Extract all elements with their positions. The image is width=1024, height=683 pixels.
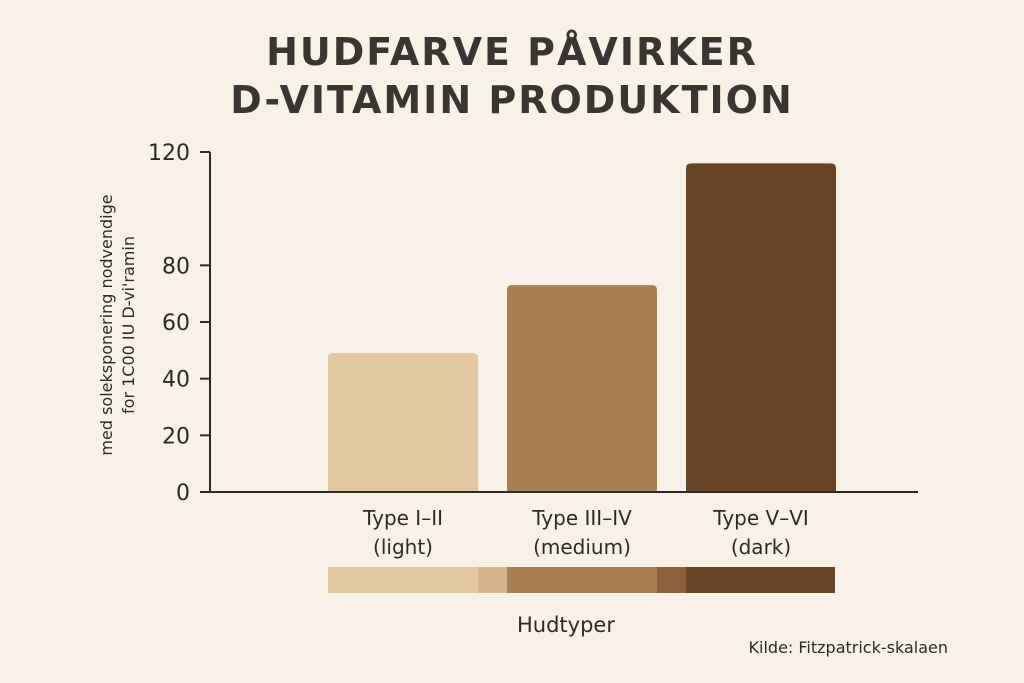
category-label: (dark) — [731, 535, 791, 559]
category-labels: Type I–II (light) Type III–IV (medium) Type … — [362, 506, 809, 559]
swatch-segment — [686, 567, 835, 593]
source-note: Kilde: Fitzpatrick-skalaen — [748, 638, 948, 657]
bars — [328, 163, 836, 493]
swatch-segment — [507, 567, 657, 593]
swatch-segment — [657, 567, 686, 593]
y-tick-label: 60 — [162, 311, 190, 336]
bar — [686, 163, 836, 493]
category-label: Type III–IV — [531, 506, 632, 530]
x-axis-title: Hudtyper — [517, 613, 615, 637]
y-axis-title-line-1: med soleksponering nodvendige — [97, 194, 116, 455]
chart-title-line-1: HUDFARVE PÅVIRKER — [266, 30, 758, 74]
chart-title-line-2: D-VITAMIN PRODUKTION — [230, 78, 794, 122]
y-axis-ticks: 0 20 40 60 80 120 — [148, 141, 210, 506]
y-axis-title: med soleksponering nodvendige for 1C00 I… — [97, 194, 138, 455]
category-label: Type I–II — [362, 506, 443, 530]
y-tick-label: 80 — [162, 254, 190, 279]
swatch-segment — [478, 567, 507, 593]
bar — [328, 353, 478, 492]
bar — [507, 285, 657, 492]
y-tick-label: 120 — [148, 141, 190, 166]
swatch-segment — [328, 567, 478, 593]
category-label: (medium) — [533, 535, 631, 559]
category-label: (light) — [373, 535, 433, 559]
y-axis-title-line-2: for 1C00 IU D-vi'ramin — [119, 236, 138, 414]
y-tick-label: 0 — [176, 481, 190, 506]
category-label: Type V–VI — [712, 506, 809, 530]
y-tick-label: 20 — [162, 424, 190, 449]
y-tick-label: 40 — [162, 368, 190, 393]
skin-tone-swatch-strip — [328, 567, 835, 593]
